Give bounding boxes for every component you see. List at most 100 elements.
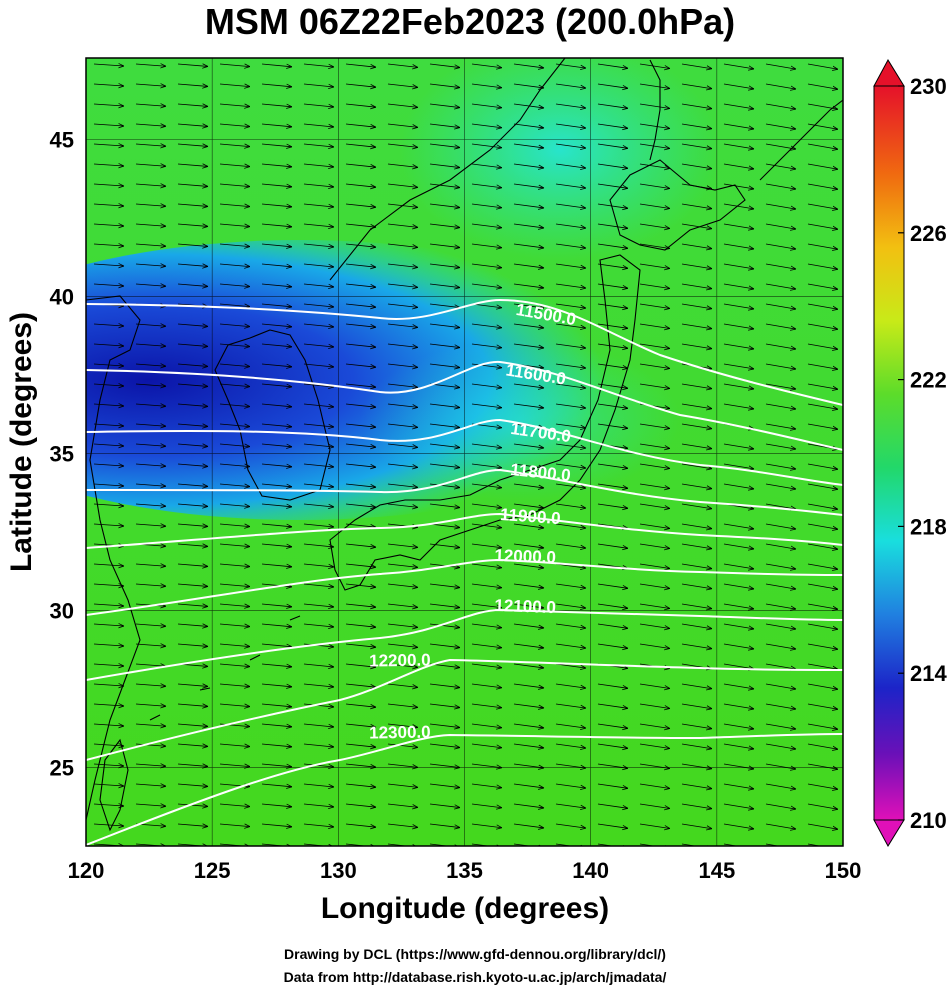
wind-vector [639,383,670,389]
wind-vector [303,683,334,687]
wind-vector [513,683,544,688]
wind-vector [807,763,838,769]
x-axis-ticks: 120 125 130 135 140 145 150 [68,858,862,883]
wind-vector [555,423,586,428]
wind-vector [135,624,166,626]
wind-vector [471,543,502,548]
wind-vector [807,483,838,489]
colorbar-upper-arrow [873,58,905,87]
wind-vector [345,483,376,487]
wind-vector [555,223,586,228]
wind-vector [93,664,124,666]
wind-vector [723,183,754,189]
wind-vector [807,603,838,609]
wind-vector [219,464,250,467]
wind-vector [597,103,628,108]
wind-vector [723,543,754,549]
wind-vector [681,743,712,749]
wind-vector [219,444,250,447]
wind-vector [639,583,670,589]
wind-vector [555,663,586,668]
wind-vector [177,844,208,846]
wind-vector [387,543,418,547]
wind-vector [513,743,544,748]
wind-vector [639,303,670,309]
wind-vector [429,263,460,268]
wind-vector [807,563,838,569]
wind-vector [681,203,712,209]
wind-vector [93,624,124,626]
wind-vector [261,143,292,147]
wind-vector [135,424,166,426]
wind-vector [219,304,250,307]
wind-vector [681,163,712,169]
wind-vector [303,663,334,667]
wind-vector [303,323,334,327]
wind-vector [303,563,334,567]
wind-vector [429,363,460,368]
wind-vector [177,584,208,586]
wind-vector [807,803,838,809]
wind-vector [723,643,754,649]
wind-vector [261,663,292,667]
wind-vector [303,523,334,527]
wind-vector [555,103,586,108]
height-contour-line [86,608,843,681]
wind-vector [219,504,250,507]
wind-vector [345,663,376,667]
wind-vector [387,803,418,807]
wind-vector [723,123,754,129]
wind-vector [765,423,796,429]
wind-vector [261,723,292,727]
wind-vector [345,823,376,827]
y-tick-label: 25 [50,756,74,781]
wind-vector [513,323,544,328]
wind-vector [471,763,502,768]
wind-vector [597,483,628,488]
wind-vector [135,504,166,506]
wind-vector [765,403,796,409]
wind-vector [429,303,460,308]
wind-vector [765,383,796,389]
wind-vector [681,763,712,769]
wind-vector [765,123,796,129]
wind-vector [387,243,418,247]
wind-vector [597,703,628,708]
wind-vector [345,263,376,267]
credit-data: Data from http://database.rish.kyoto-u.a… [283,969,667,985]
wind-vector [177,64,208,66]
wind-vector [681,483,712,489]
wind-vector [555,63,586,68]
wind-vector [471,743,502,748]
wind-vector [807,203,838,209]
wind-vector [639,183,670,189]
wind-vector [429,523,460,528]
wind-vector [135,484,166,486]
wind-vector [723,463,754,469]
wind-vector [513,583,544,588]
wind-vector [471,703,502,708]
wind-vector [345,183,376,187]
wind-vector [177,264,208,266]
wind-vector [597,363,628,368]
wind-vector [765,83,796,89]
wind-vector [93,84,124,86]
wind-vector [723,483,754,489]
wind-vector [723,283,754,289]
wind-vector [93,324,124,326]
wind-vector [555,803,586,808]
wind-vector [639,763,670,769]
wind-vector [219,824,250,827]
wind-vector [555,543,586,548]
wind-vector [639,483,670,489]
wind-vector [471,503,502,508]
wind-vector [471,783,502,788]
wind-vector [93,384,124,386]
wind-vector [135,684,166,686]
wind-vector [219,324,250,327]
wind-vector [261,403,292,407]
wind-vector [471,403,502,408]
wind-vector [261,803,292,807]
wind-vector [681,403,712,409]
